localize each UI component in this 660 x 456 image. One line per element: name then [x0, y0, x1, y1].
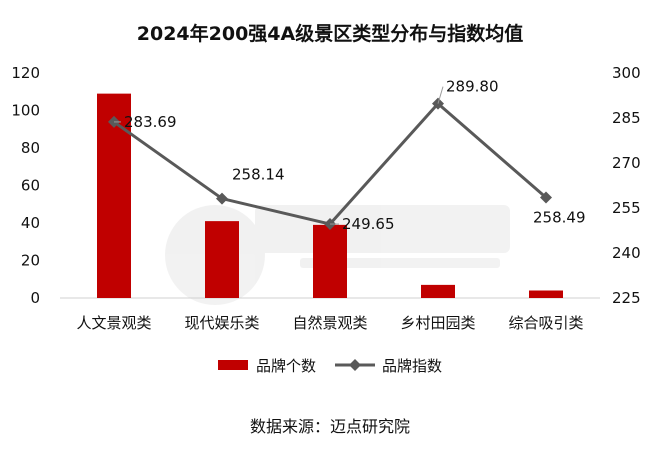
left-tick-label: 60	[21, 177, 40, 195]
legend: 品牌个数 品牌指数	[218, 357, 442, 375]
line-marker	[540, 191, 552, 204]
left-tick-label: 100	[11, 102, 40, 120]
bar	[421, 284, 455, 298]
left-axis-ticks: 0 20 40 60 80 100 120	[11, 64, 40, 307]
data-label: 258.49	[533, 209, 586, 227]
right-axis-ticks: 225 240 255 270 285 300	[612, 64, 641, 307]
legend-line-label: 品牌指数	[382, 357, 442, 375]
left-tick-label: 20	[21, 252, 40, 270]
category-label: 人文景观类	[76, 314, 151, 332]
left-tick-label: 120	[11, 64, 40, 82]
category-labels: 人文景观类 现代娱乐类 自然景观类 乡村田园类 综合吸引类	[76, 314, 583, 332]
right-tick-label: 285	[612, 109, 641, 127]
right-tick-label: 225	[612, 289, 641, 307]
left-tick-label: 0	[30, 289, 40, 307]
category-label: 自然景观类	[292, 314, 367, 332]
bar-series	[97, 93, 563, 298]
line-series: 283.69 258.14 249.65 289.80 258.49	[108, 78, 586, 233]
right-tick-label: 270	[612, 154, 641, 172]
data-label: 283.69	[124, 113, 177, 131]
left-tick-label: 80	[21, 139, 40, 157]
category-label: 综合吸引类	[508, 314, 583, 332]
category-label: 乡村田园类	[400, 314, 475, 332]
data-label: 258.14	[232, 166, 285, 184]
legend-bar-swatch	[218, 360, 248, 370]
legend-bar-label: 品牌个数	[256, 357, 316, 375]
bar	[529, 290, 563, 298]
right-tick-label: 240	[612, 244, 641, 262]
legend-line-marker	[349, 359, 361, 371]
left-tick-label: 40	[21, 214, 40, 232]
category-label: 现代娱乐类	[184, 314, 259, 332]
right-tick-label: 300	[612, 64, 641, 82]
data-label: 249.65	[342, 215, 395, 233]
chart-title: 2024年200强4A级景区类型分布与指数均值	[137, 22, 523, 45]
bar	[205, 221, 239, 298]
data-label: 289.80	[446, 78, 499, 96]
right-tick-label: 255	[612, 199, 641, 217]
bar	[313, 224, 347, 298]
source-note: 数据来源：迈点研究院	[250, 417, 410, 436]
data-label-leader	[437, 86, 444, 104]
line-marker	[216, 192, 228, 205]
